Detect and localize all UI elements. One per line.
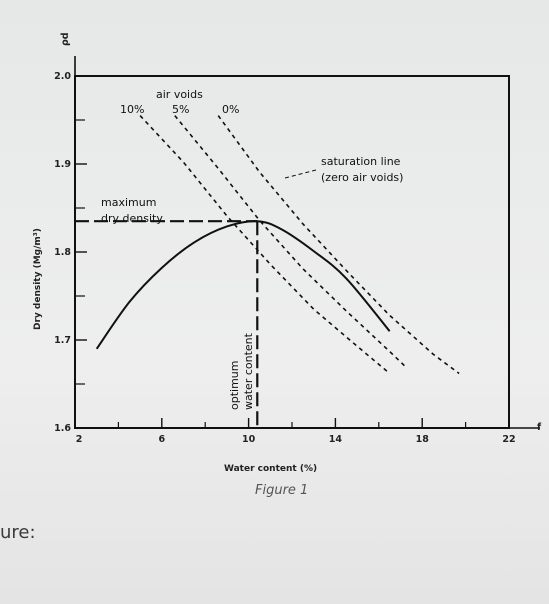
y-axis-symbol: ρd <box>60 32 71 46</box>
y-axis-title: Dry density (Mg/m³) <box>33 228 43 330</box>
air-voids-line-0% <box>217 115 460 375</box>
x-tick-label: 6 <box>158 434 165 445</box>
y-tick-label: 1.9 <box>54 159 71 170</box>
page-fragment-text: ure: <box>0 522 36 543</box>
x-axis-end-mark: f <box>537 422 542 433</box>
x-axis-title: Water content (%) <box>224 464 317 474</box>
y-tick-label: 1.8 <box>54 247 71 258</box>
maximum-dry-density-label-2: dry density <box>101 212 163 225</box>
y-tick-label: 1.6 <box>54 423 71 434</box>
y-tick-label: 2.0 <box>54 71 71 82</box>
reference-lines <box>75 220 259 428</box>
x-tick-label: 18 <box>416 434 430 445</box>
optimum-water-content-label-2: water content <box>242 332 255 410</box>
compaction-curve <box>95 220 391 350</box>
maximum-dry-density-label-1: maximum <box>101 196 156 209</box>
air-voids-label-10: 10% <box>120 103 144 116</box>
plot-frame <box>74 75 510 429</box>
series-group <box>95 115 460 375</box>
saturation-line-label-1: saturation line <box>321 155 401 168</box>
x-tick-label: 10 <box>242 434 256 445</box>
x-tick-label: 22 <box>502 434 515 445</box>
x-tick-label: 14 <box>329 434 343 445</box>
y-tick-label: 1.7 <box>54 335 71 346</box>
saturation-line-label-2: (zero air voids) <box>321 171 403 184</box>
x-tick-label: 2 <box>76 434 83 445</box>
air-voids-label-0: 0% <box>222 103 239 116</box>
air-voids-line-5% <box>174 115 408 369</box>
axis-ticks: 2 6 10 14 18 22 1.6 1.7 1.8 1.9 2.0 <box>54 71 515 445</box>
air-voids-header: air voids <box>156 88 203 101</box>
figure-caption: Figure 1 <box>255 483 308 498</box>
air-voids-label-5: 5% <box>172 103 189 116</box>
optimum-water-content-label-1: optimum <box>228 361 241 410</box>
saturation-leader <box>284 169 317 179</box>
